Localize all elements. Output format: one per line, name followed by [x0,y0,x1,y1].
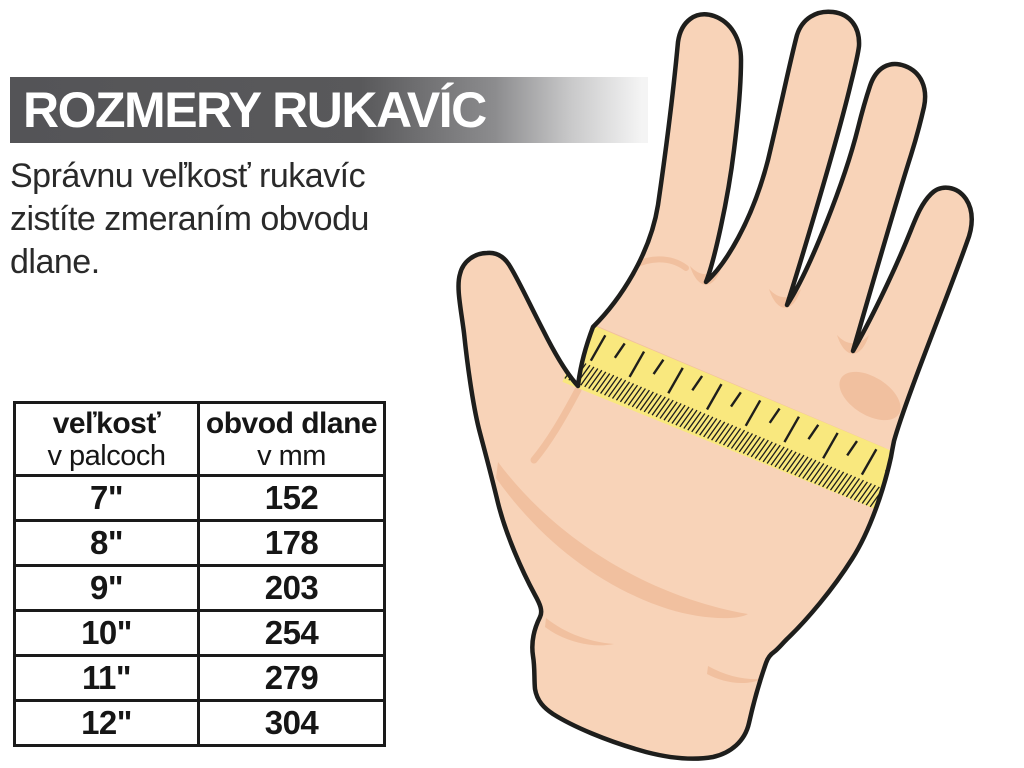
page-title: ROZMERY RUKAVÍC [23,82,487,138]
size-row: 8" 178 [13,519,386,567]
size-inches-cell: 9" [13,564,200,612]
size-table: veľkosť v palcoch obvod dlane v mm 7" 152… [13,401,386,747]
intro-line: dlane. [10,243,100,281]
size-row: 7" 152 [13,474,386,522]
size-inches-cell: 11" [13,654,200,702]
col-title: obvod dlane [205,406,378,440]
intro-line: zistíte zmeraním obvodu [10,200,369,238]
col-subtitle: v palcoch [47,439,166,472]
palm-circumference-cell: 178 [197,519,386,567]
size-row: 12" 304 [13,699,386,747]
size-table-body: 7" 152 8" 178 9" 203 10" 254 11" 279 12" 304 [13,474,386,747]
size-row: 10" 254 [13,609,386,657]
intro-line: Správnu veľkosť rukavíc [10,157,366,195]
tape-tick-marks [564,334,897,509]
palm-circumference-cell: 254 [197,609,386,657]
palm-circumference-cell: 152 [197,474,386,522]
col-header-size: veľkosť v palcoch [13,401,200,477]
size-inches-cell: 10" [13,609,200,657]
size-row: 9" 203 [13,564,386,612]
intro-text: Správnu veľkosť rukavíc zistíte zmeraním… [10,155,460,284]
palm-circumference-cell: 203 [197,564,386,612]
col-header-circumference: obvod dlane v mm [197,401,386,477]
size-inches-cell: 8" [13,519,200,567]
measuring-tape [562,322,899,511]
palm-circumference-cell: 304 [197,699,386,747]
col-title: veľkosť [52,406,161,440]
size-inches-cell: 7" [13,474,200,522]
title-banner: ROZMERY RUKAVÍC [10,77,648,143]
size-table-header: veľkosť v palcoch obvod dlane v mm [13,401,386,477]
size-row: 11" 279 [13,654,386,702]
palm-circumference-cell: 279 [197,654,386,702]
size-inches-cell: 12" [13,699,200,747]
col-subtitle: v mm [257,439,326,472]
